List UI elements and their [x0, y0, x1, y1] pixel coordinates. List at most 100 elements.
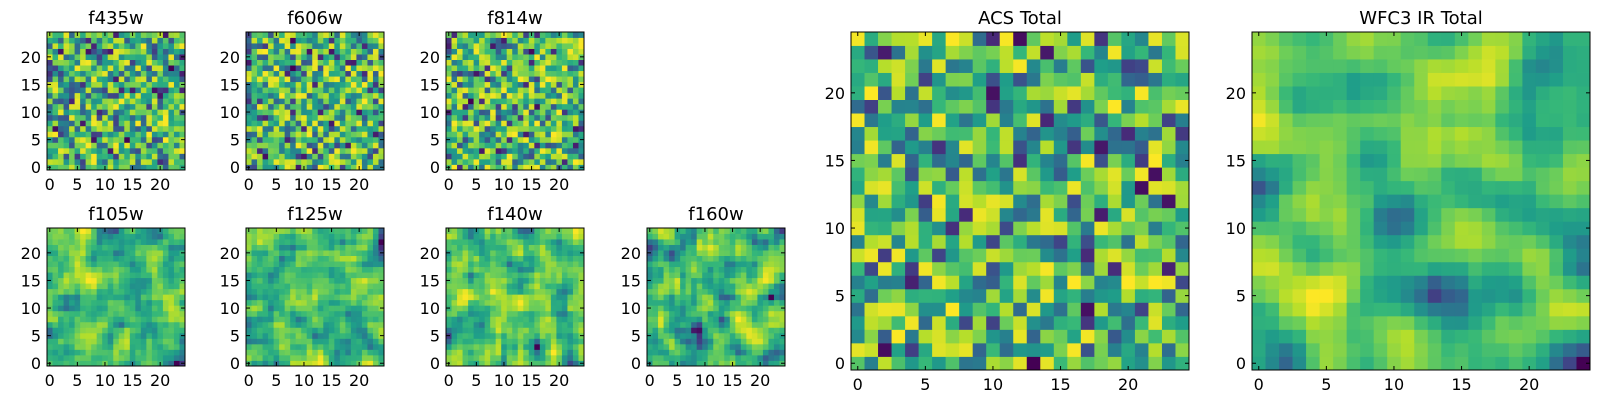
heatmap-cell [713, 294, 719, 300]
heatmap-cell [102, 115, 108, 121]
heatmap-cell [1148, 167, 1162, 181]
heatmap-cell [463, 153, 469, 159]
heatmap-cell [490, 93, 496, 99]
heatmap-cell [551, 355, 557, 361]
heatmap-cell [263, 87, 269, 93]
heatmap-cell [680, 239, 686, 245]
heatmap-cell [653, 327, 659, 333]
heatmap-cell [312, 98, 318, 104]
heatmap-cell [345, 261, 351, 267]
heatmap-cell [1175, 343, 1189, 357]
heatmap-cell [174, 289, 180, 295]
heatmap-cell [573, 305, 579, 311]
heatmap-cell [146, 283, 152, 289]
heatmap-cell [290, 344, 296, 350]
heatmap-cell [75, 93, 81, 99]
heatmap-cell [174, 98, 180, 104]
heatmap-cell [1054, 181, 1068, 195]
heatmap-cell [53, 159, 59, 165]
heatmap-cell [1162, 275, 1176, 289]
heatmap-cell [1054, 167, 1068, 181]
heatmap-cell [119, 344, 125, 350]
heatmap-cell [573, 261, 579, 267]
heatmap-cell [752, 333, 758, 339]
heatmap-cell [1121, 167, 1135, 181]
heatmap-cell [113, 316, 119, 322]
heatmap-cell [545, 283, 551, 289]
heatmap-cell [351, 137, 357, 143]
heatmap-cell [1175, 275, 1189, 289]
heatmap-cell [362, 38, 368, 44]
heatmap-cell [91, 38, 97, 44]
heatmap-cell [507, 338, 513, 344]
heatmap-cell [257, 32, 263, 38]
heatmap-cell [91, 300, 97, 306]
heatmap-cell [534, 283, 540, 289]
heatmap-cell [146, 278, 152, 284]
heatmap-cell [141, 322, 147, 328]
heatmap-cell [58, 294, 64, 300]
heatmap-cell [1121, 235, 1135, 249]
heatmap-cell [545, 338, 551, 344]
heatmap-cell [119, 65, 125, 71]
heatmap-cell [285, 333, 291, 339]
heatmap-cell [334, 120, 340, 126]
heatmap-cell [58, 54, 64, 60]
heatmap-cell [141, 283, 147, 289]
heatmap-cell [268, 289, 274, 295]
heatmap-cell [479, 289, 485, 295]
heatmap-cell [329, 289, 335, 295]
heatmap-cell [301, 153, 307, 159]
heatmap-cell [69, 228, 75, 234]
heatmap-cell [485, 283, 491, 289]
heatmap-cell [323, 283, 329, 289]
heatmap-cell [296, 300, 302, 306]
heatmap-cell [691, 305, 697, 311]
heatmap-cell [356, 333, 362, 339]
heatmap-cell [485, 250, 491, 256]
heatmap-cell [334, 49, 340, 55]
heatmap-cell [279, 54, 285, 60]
heatmap-cell [490, 228, 496, 234]
heatmap-cell [340, 234, 346, 240]
heatmap-cell [474, 349, 480, 355]
heatmap-cell [479, 60, 485, 66]
heatmap-cell [113, 32, 119, 38]
heatmap-cell [130, 322, 136, 328]
heatmap-cell [540, 355, 546, 361]
heatmap-cell [351, 311, 357, 317]
heatmap-cell [102, 272, 108, 278]
heatmap-cell [69, 283, 75, 289]
heatmap-cell [507, 355, 513, 361]
heatmap-cell [318, 289, 324, 295]
heatmap-cell [152, 126, 158, 132]
heatmap-cell [174, 338, 180, 344]
heatmap-cell [323, 104, 329, 110]
y-tick-label: 10 [420, 103, 440, 122]
heatmap-cell [573, 115, 579, 121]
heatmap-cell [119, 250, 125, 256]
heatmap-cell [301, 294, 307, 300]
heatmap-cell [268, 76, 274, 82]
heatmap-cell [551, 137, 557, 143]
heatmap-cell [496, 76, 502, 82]
heatmap-cell [1175, 181, 1189, 195]
heatmap-cell [562, 76, 568, 82]
heatmap-cell [119, 283, 125, 289]
heatmap-cell [474, 278, 480, 284]
heatmap-cell [507, 311, 513, 317]
heatmap-cell [113, 60, 119, 66]
heatmap-cell [296, 349, 302, 355]
heatmap-cell [334, 250, 340, 256]
heatmap-cell [669, 272, 675, 278]
heatmap-cell [529, 338, 535, 344]
heatmap-cell [490, 126, 496, 132]
heatmap-cell [152, 71, 158, 77]
heatmap-cell [932, 343, 946, 357]
heatmap-cell [1121, 289, 1135, 303]
heatmap-cell [367, 153, 373, 159]
heatmap-cell [97, 109, 103, 115]
heatmap-cell [474, 54, 480, 60]
heatmap-cell [501, 142, 507, 148]
